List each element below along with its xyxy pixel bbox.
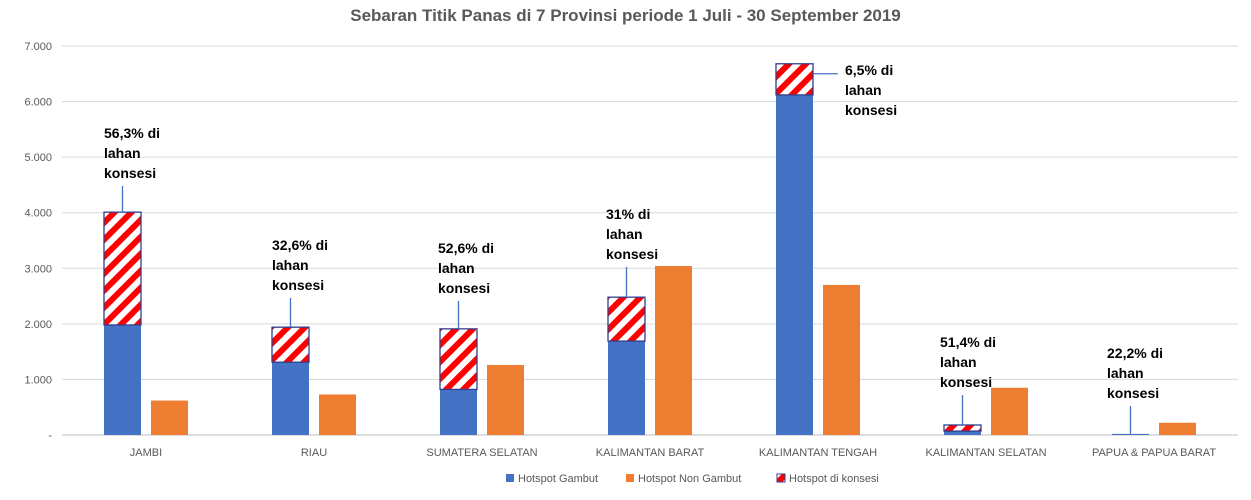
x-category-label: PAPUA & PAPUA BARAT <box>1092 447 1216 459</box>
bar-hotspot-non-gambut <box>1159 422 1196 435</box>
y-tick-label: 3.000 <box>24 263 52 275</box>
bar-hotspot-gambut <box>944 431 981 435</box>
annotation-text: lahan <box>845 82 882 98</box>
annotation-text: 22,2% di <box>1107 345 1163 361</box>
bar-hotspot-non-gambut <box>487 364 524 435</box>
bar-hotspot-non-gambut <box>655 266 692 435</box>
annotation-text: 52,6% di <box>438 240 494 256</box>
annotation-text: konsesi <box>606 246 658 262</box>
annotation-text: lahan <box>104 145 141 161</box>
x-category-label: SUMATERA SELATAN <box>426 447 537 459</box>
annotation-text: 6,5% di <box>845 62 893 78</box>
annotation-text: konsesi <box>272 277 324 293</box>
bar-hotspot-konsesi <box>943 424 982 432</box>
legend-label: Hotspot di konsesi <box>789 473 879 485</box>
legend-swatch <box>776 473 786 483</box>
bars <box>103 63 1196 435</box>
bar-hotspot-konsesi <box>439 328 478 391</box>
bar-hotspot-gambut <box>608 341 645 435</box>
x-axis: JAMBI RIAU SUMATERA SELATAN KALIMANTAN BARA… <box>130 447 1217 459</box>
legend: Hotspot Gambut Hotspot Non Gambut Hotspot … <box>506 473 879 485</box>
x-category-label: KALIMANTAN TENGAH <box>759 447 877 459</box>
y-tick-label: 6.000 <box>24 97 52 109</box>
x-category-label: KALIMANTAN SELATAN <box>925 447 1046 459</box>
annotation-text: konsesi <box>438 280 490 296</box>
bar-hotspot-konsesi <box>775 63 814 96</box>
bar-hotspot-non-gambut <box>319 394 356 435</box>
annotation-text: 56,3% di <box>104 125 160 141</box>
bar-hotspot-gambut <box>440 389 477 435</box>
bar-hotspot-gambut <box>104 324 141 435</box>
bar-hotspot-gambut <box>776 94 813 435</box>
legend-swatch <box>506 474 514 482</box>
bar-hotspot-konsesi <box>103 211 142 326</box>
bar-hotspot-non-gambut <box>151 400 188 435</box>
y-tick-label: 7.000 <box>24 41 52 53</box>
annotation-text: 51,4% di <box>940 334 996 350</box>
x-category-label: JAMBI <box>130 447 162 459</box>
annotation-text: lahan <box>940 354 977 370</box>
gridlines <box>62 45 1238 436</box>
annotation-text: lahan <box>1107 365 1144 381</box>
legend-label: Hotspot Non Gambut <box>638 473 741 485</box>
x-category-label: RIAU <box>301 447 327 459</box>
annotation-text: konsesi <box>940 374 992 390</box>
annotations: 56,3% di lahan konsesi 32,6% di lahan konsesi… <box>104 62 1163 434</box>
annotation-text: konsesi <box>845 102 897 118</box>
annotation-text: 31% di <box>606 206 650 222</box>
annotation-text: lahan <box>606 226 643 242</box>
annotation-text: konsesi <box>104 165 156 181</box>
annotation-text: 32,6% di <box>272 237 328 253</box>
chart-title: Sebaran Titik Panas di 7 Provinsi period… <box>350 6 901 25</box>
y-tick-label: 2.000 <box>24 319 52 331</box>
legend-label: Hotspot Gambut <box>518 473 598 485</box>
legend-swatch <box>626 474 634 482</box>
bar-hotspot-gambut <box>1112 433 1149 435</box>
y-tick-label: - <box>48 430 52 442</box>
bar-hotspot-non-gambut <box>823 284 860 435</box>
y-axis: - 1.000 2.000 3.000 4.000 5.000 6.000 7.000 <box>24 41 52 442</box>
bar-hotspot-gambut <box>272 362 309 435</box>
x-category-label: KALIMANTAN BARAT <box>596 447 705 459</box>
y-tick-label: 5.000 <box>24 152 52 164</box>
annotation-text: konsesi <box>1107 385 1159 401</box>
annotation-text: lahan <box>438 260 475 276</box>
bar-hotspot-konsesi <box>607 296 646 342</box>
y-tick-label: 4.000 <box>24 208 52 220</box>
bar-hotspot-konsesi <box>271 326 310 363</box>
y-tick-label: 1.000 <box>24 374 52 386</box>
bar-hotspot-non-gambut <box>991 387 1028 435</box>
annotation-text: lahan <box>272 257 309 273</box>
